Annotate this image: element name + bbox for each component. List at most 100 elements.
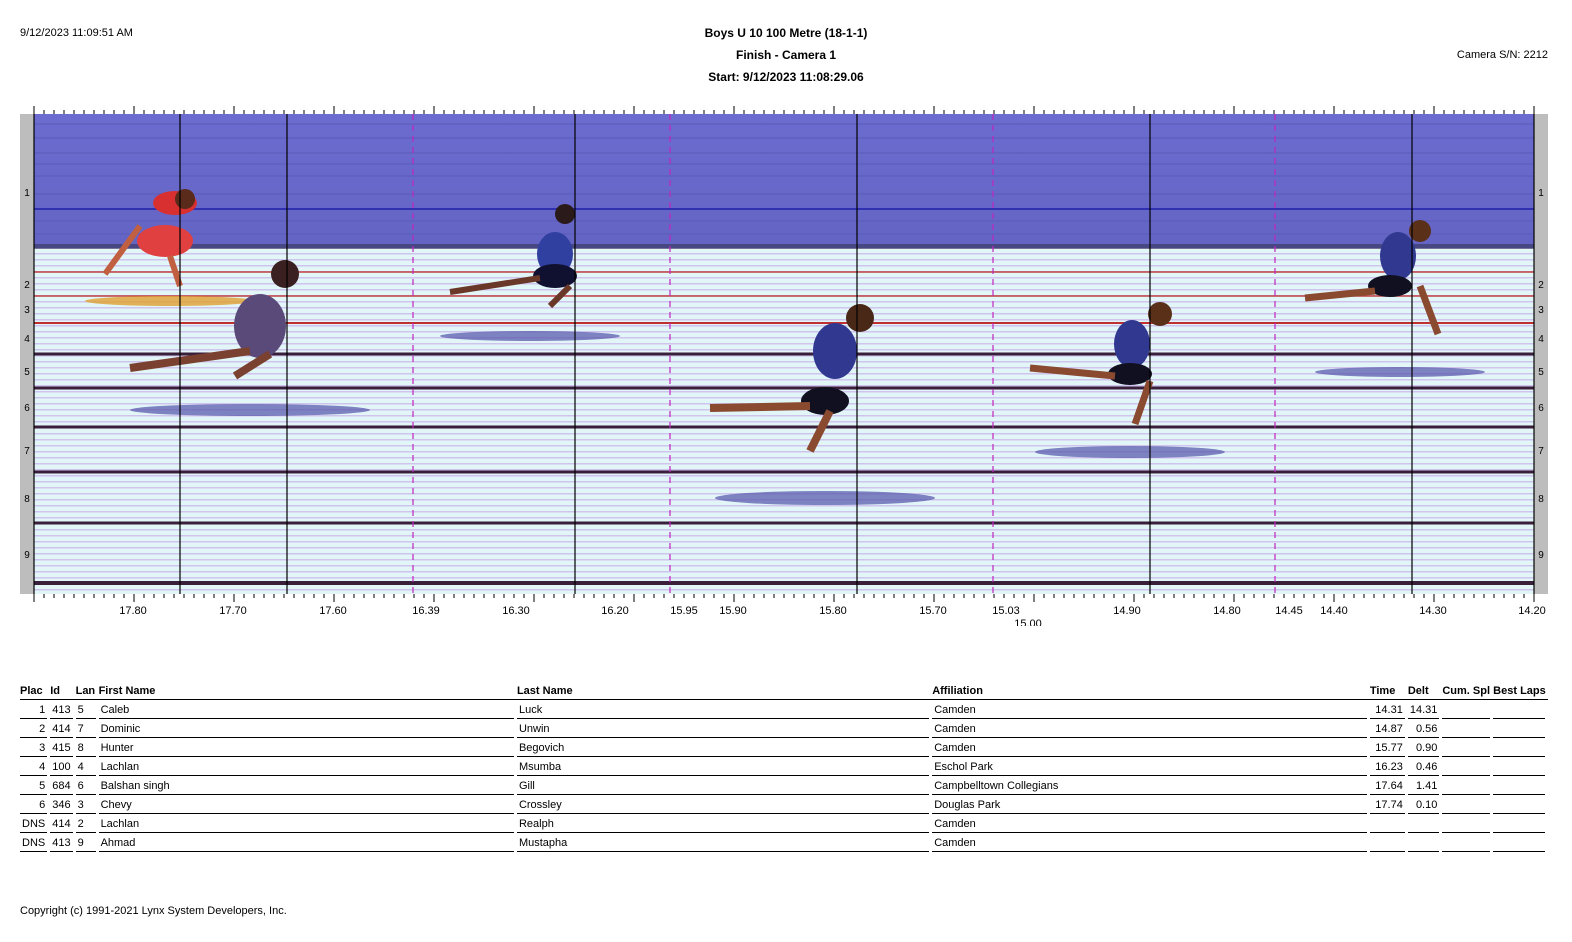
cell-delta: 0.10: [1407, 795, 1443, 814]
cell-best: [1493, 795, 1548, 814]
cell-best: [1493, 700, 1548, 719]
table-row[interactable]: DNS 413 9 Ahmad Mustapha Camden: [20, 833, 1548, 852]
table-row[interactable]: 2 414 7 Dominic Unwin Camden 14.87 0.56: [20, 719, 1548, 738]
cell-affiliation: Campbelltown Collegians: [932, 776, 1370, 795]
cell-lane: 7: [75, 719, 99, 738]
cell-time: 17.64: [1369, 776, 1408, 795]
lane-number-label: 4: [1538, 334, 1544, 345]
runner-lane-3: [129, 260, 299, 380]
results-table: Plac Id Lan First Name Last Name Affilia…: [20, 682, 1548, 852]
table-row[interactable]: 3 415 8 Hunter Begovich Camden 15.77 0.90: [20, 738, 1548, 757]
col-first-name: First Name: [98, 682, 517, 700]
lane-number-label: 8: [1538, 494, 1544, 505]
cell-delta: 1.41: [1407, 776, 1443, 795]
cell-time: 15.77: [1369, 738, 1408, 757]
runner-shadows: [130, 331, 1485, 505]
table-row[interactable]: 6 346 3 Chevy Crossley Douglas Park 17.74 0.10: [20, 795, 1548, 814]
cell-affiliation: Eschol Park: [932, 757, 1370, 776]
time-tick-label: 15.03: [992, 605, 1020, 617]
cell-first: Lachlan: [98, 814, 517, 833]
cell-lane: 5: [75, 700, 99, 719]
lane-number-label: 9: [1538, 550, 1544, 561]
lane-number-label: 6: [1538, 403, 1544, 414]
time-tick-label: 15.70: [919, 605, 947, 617]
lane-number-label: 9: [24, 550, 30, 561]
cell-cum: [1442, 833, 1493, 852]
time-tick-label: 16.39: [412, 605, 440, 617]
runner-lane-1-4: [449, 204, 577, 309]
cell-place: 3: [20, 738, 50, 757]
cell-cum: [1442, 757, 1493, 776]
cell-cum: [1442, 776, 1493, 795]
cell-lane: 6: [75, 776, 99, 795]
lane-labels-left: 1 2 3 4 5 6 7 8 9: [24, 188, 30, 561]
lane-number-label: 3: [1538, 305, 1544, 316]
cell-last: Mustapha: [516, 833, 932, 852]
cell-cum: [1442, 700, 1493, 719]
cell-cum: [1442, 719, 1493, 738]
race-start-time: Start: 9/12/2023 11:08:29.06: [708, 70, 864, 84]
cell-best: [1493, 757, 1548, 776]
cell-lane: 3: [75, 795, 99, 814]
table-row[interactable]: 1 413 5 Caleb Luck Camden 14.31 14.31: [20, 700, 1548, 719]
cell-time: 17.74: [1369, 795, 1408, 814]
lane-number-label: 3: [24, 305, 30, 316]
runner-lane-7: [1029, 302, 1172, 426]
cell-best: [1493, 814, 1548, 833]
time-tick-label: 14.90: [1113, 605, 1141, 617]
finish-line-photo[interactable]: 1 2 3 4 5 6 7 8 9 1 2 3 4 5 6 7 8 9 17.80 17.70 17.60 16.39…: [20, 106, 1548, 626]
time-tick-label: 14.30: [1419, 605, 1447, 617]
cell-last: Realph: [516, 814, 932, 833]
time-tick-label: 14.45: [1275, 605, 1303, 617]
cell-last: Begovich: [516, 738, 932, 757]
lane-number-label: 4: [24, 334, 30, 345]
cell-delta: 0.56: [1407, 719, 1443, 738]
copyright-notice: Copyright (c) 1991-2021 Lynx System Deve…: [20, 905, 287, 917]
table-row[interactable]: 4 100 4 Lachlan Msumba Eschol Park 16.23 0.46: [20, 757, 1548, 776]
lane-labels-right: 1 2 3 4 5 6 7 8 9: [1538, 188, 1544, 561]
col-delta: Delt: [1407, 682, 1443, 700]
table-row[interactable]: DNS 414 2 Lachlan Realph Camden: [20, 814, 1548, 833]
lane-number-label: 2: [24, 280, 30, 291]
cell-affiliation: Camden: [932, 833, 1370, 852]
cell-place: 2: [20, 719, 50, 738]
cell-time: [1369, 814, 1408, 833]
runner-lane-8: [709, 304, 874, 453]
table-row[interactable]: 5 684 6 Balshan singh Gill Campbelltown Colle…: [20, 776, 1548, 795]
cell-cum: [1442, 814, 1493, 833]
col-best-laps: Best Laps: [1493, 682, 1548, 700]
cell-best: [1493, 776, 1548, 795]
cell-first: Lachlan: [98, 757, 517, 776]
cell-id: 414: [50, 719, 75, 738]
cell-first: Dominic: [98, 719, 517, 738]
cell-cum: [1442, 795, 1493, 814]
cell-first: Caleb: [98, 700, 517, 719]
photo-sky: [34, 114, 1534, 248]
cell-best: [1493, 738, 1548, 757]
camera-name: Finish - Camera 1: [735, 48, 837, 62]
time-tick-label: 17.80: [119, 605, 147, 617]
col-id: Id: [50, 682, 76, 700]
cell-best: [1493, 833, 1548, 852]
dashed-time-lines: [412, 114, 1276, 594]
cell-time: 14.31: [1369, 700, 1408, 719]
cell-id: 414: [50, 814, 75, 833]
cell-lane: 8: [75, 738, 99, 757]
col-lane: Lan: [75, 682, 99, 700]
time-tick-label: 16.20: [601, 605, 629, 617]
time-tick-label: 16.30: [502, 605, 530, 617]
time-tick-label: 15.80: [819, 605, 847, 617]
col-cum-split: Cum. Spl: [1442, 682, 1494, 700]
cell-last: Crossley: [516, 795, 932, 814]
time-tick-label: 15.90: [719, 605, 747, 617]
lane-number-label: 5: [24, 367, 30, 378]
print-timestamp: 9/12/2023 11:09:51 AM: [20, 27, 133, 39]
cell-delta: [1407, 814, 1443, 833]
event-title: Boys U 10 100 Metre (18-1-1): [704, 26, 868, 40]
col-place: Plac: [20, 682, 51, 700]
cell-affiliation: Camden: [932, 814, 1370, 833]
col-last-name: Last Name: [516, 682, 933, 700]
time-tick-label: 14.20: [1518, 605, 1546, 617]
cell-lane: 2: [75, 814, 99, 833]
cell-first: Chevy: [98, 795, 517, 814]
